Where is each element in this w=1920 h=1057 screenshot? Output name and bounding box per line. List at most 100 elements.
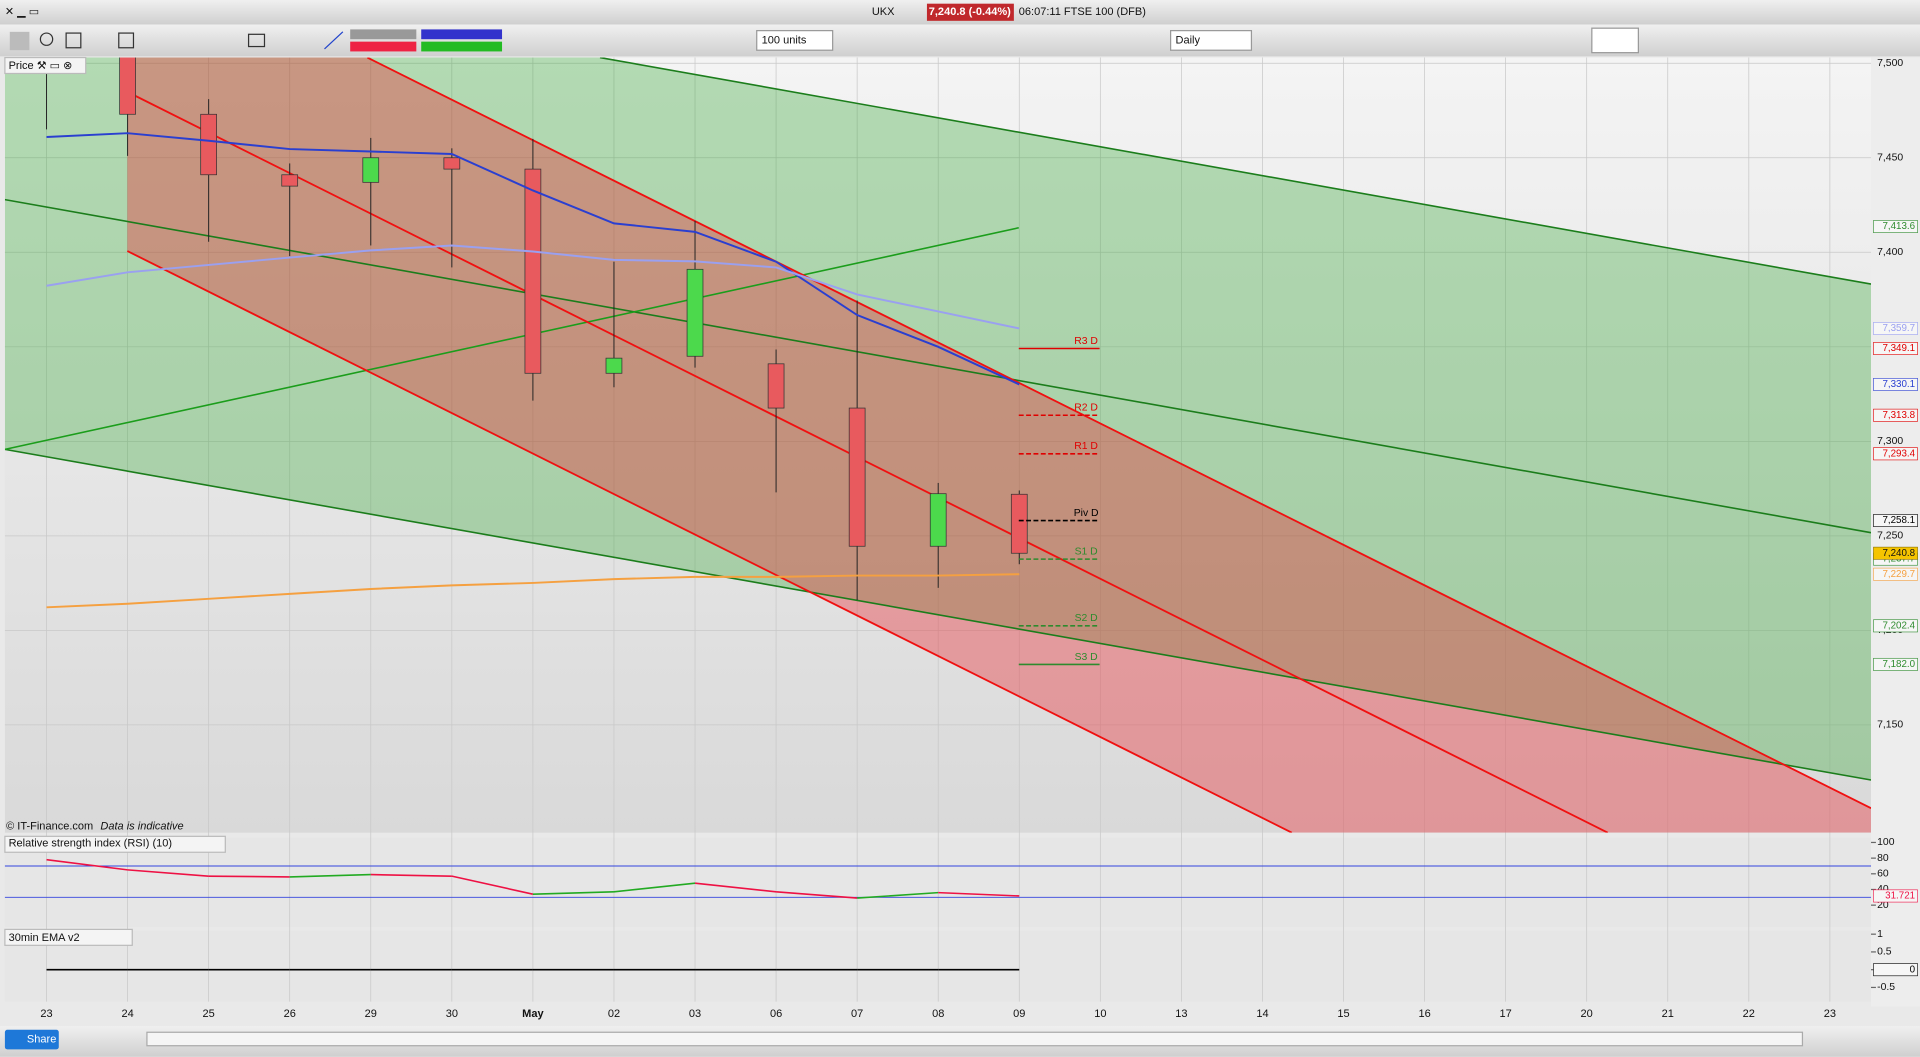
indicator-value: 31.721 xyxy=(1885,891,1915,902)
indicator-value: 0 xyxy=(1910,964,1916,975)
indicator-segment xyxy=(46,858,128,871)
y-axis-column xyxy=(1871,57,1920,1007)
candle-body xyxy=(200,113,217,176)
candle-body xyxy=(605,357,623,374)
indicator-segment xyxy=(694,882,777,893)
x-tick-label: 15 xyxy=(1337,1008,1349,1020)
candle-body xyxy=(362,157,380,183)
candle-body xyxy=(929,493,947,547)
trendline xyxy=(126,250,1293,833)
note: Data is indicative xyxy=(100,820,183,832)
price-box xyxy=(1873,342,1918,355)
y-tick-label: 7,450 xyxy=(1877,153,1903,164)
indicator-segment xyxy=(938,891,1020,897)
indicator-segment xyxy=(127,869,209,877)
y-tick-label: -0.5 xyxy=(1877,982,1895,993)
y-tick-label: 60 xyxy=(1877,869,1889,880)
pivot-label: S1 D xyxy=(1075,547,1098,558)
x-tick-label: 13 xyxy=(1175,1008,1187,1020)
x-tick-label: 08 xyxy=(932,1008,944,1020)
price-box xyxy=(1873,619,1918,633)
x-tick-label: 21 xyxy=(1662,1008,1674,1020)
price-label: 7,313.8 xyxy=(1882,410,1915,421)
panel-controls[interactable]: ⚒ ▭ ⊗ xyxy=(37,60,73,72)
y-tick-label: 7,250 xyxy=(1877,531,1903,542)
indicator-button[interactable] xyxy=(1591,27,1639,54)
indicator-line xyxy=(46,858,1020,899)
x-tick-label: 16 xyxy=(1418,1008,1430,1020)
candle-body xyxy=(443,157,461,170)
moving-averages xyxy=(46,132,1020,609)
price-title: Price xyxy=(9,60,34,72)
x-tick-label: 06 xyxy=(770,1008,782,1020)
x-tick-label: 25 xyxy=(203,1008,215,1020)
units-dropdown[interactable] xyxy=(756,30,834,51)
x-tick-label: 09 xyxy=(1013,1008,1025,1020)
indicator-segment xyxy=(370,873,452,877)
indicator-segment xyxy=(857,891,939,899)
price-box xyxy=(1873,963,1918,977)
ema-header xyxy=(4,928,133,946)
quote-box xyxy=(926,3,1014,21)
price-header xyxy=(4,56,87,75)
y-tick-label: 1 xyxy=(1877,929,1883,940)
x-tick-label: 22 xyxy=(1743,1008,1755,1020)
x-tick-label: 29 xyxy=(365,1008,377,1020)
scrollbar[interactable] xyxy=(146,1031,1804,1047)
price-label: 7,182.0 xyxy=(1882,659,1915,670)
units: 100 units xyxy=(762,34,807,46)
x-tick-label: 20 xyxy=(1581,1008,1593,1020)
price-box xyxy=(1873,657,1918,671)
price-label: 7,413.6 xyxy=(1882,221,1915,232)
trendline xyxy=(599,57,1872,285)
quote: 7,240.8 (-0.44%) xyxy=(929,6,1011,18)
indicator-segment xyxy=(451,875,534,895)
pivot-label: S3 D xyxy=(1075,652,1098,663)
y-tick-label: 0.5 xyxy=(1877,947,1892,958)
credit: © IT-Finance.com xyxy=(6,820,93,832)
candle-body xyxy=(848,407,866,547)
price-box xyxy=(1873,567,1918,581)
period-dropdown[interactable] xyxy=(1170,30,1253,51)
price-label: 7,229.7 xyxy=(1882,569,1915,580)
moving-average xyxy=(46,573,1020,609)
indicator-segment xyxy=(613,882,696,893)
indicator-segment xyxy=(208,875,290,878)
price-box xyxy=(1873,377,1918,391)
candle-body xyxy=(524,168,542,374)
x-tick-label: 23 xyxy=(1824,1008,1836,1020)
candle-body xyxy=(1010,493,1028,554)
candles xyxy=(46,57,1028,601)
y-tick-label: 7,300 xyxy=(1877,436,1903,447)
price-label: 7,330.1 xyxy=(1882,379,1915,390)
trendline xyxy=(126,91,1609,833)
indicator-segment xyxy=(776,891,858,899)
price-box xyxy=(1873,322,1918,335)
trendline xyxy=(4,226,1019,451)
share-button[interactable] xyxy=(4,1029,59,1050)
y-tick-label: 7,500 xyxy=(1877,58,1903,69)
green-channel xyxy=(4,57,1872,781)
window-buttons[interactable]: ✕ ▁ ▭ xyxy=(5,6,39,18)
x-tick-label: 24 xyxy=(121,1008,133,1020)
x-tick-label: 02 xyxy=(608,1008,620,1020)
tool-icons[interactable] xyxy=(9,29,503,52)
price-label: 7,202.4 xyxy=(1882,620,1915,631)
pivot-label: R3 D xyxy=(1074,336,1098,347)
price-label: 7,293.4 xyxy=(1882,448,1915,459)
price-box xyxy=(1873,220,1918,233)
moving-average xyxy=(46,244,1020,330)
price-label: 7,349.1 xyxy=(1882,343,1915,354)
y-tick-label: 20 xyxy=(1877,900,1889,911)
price-label: 7,258.1 xyxy=(1882,515,1915,526)
y-tick-label: 7,400 xyxy=(1877,247,1903,258)
candle-body xyxy=(119,57,136,115)
status: 06:07:11 FTSE 100 (DFB) xyxy=(1019,6,1146,18)
x-tick-label: 07 xyxy=(851,1008,863,1020)
candle-body xyxy=(767,363,785,409)
candle-body xyxy=(686,268,704,357)
indicator-segment xyxy=(289,873,371,878)
rsi-title: Relative strength index (RSI) (10) xyxy=(9,838,172,850)
ema-title: 30min EMA v2 xyxy=(9,932,80,944)
